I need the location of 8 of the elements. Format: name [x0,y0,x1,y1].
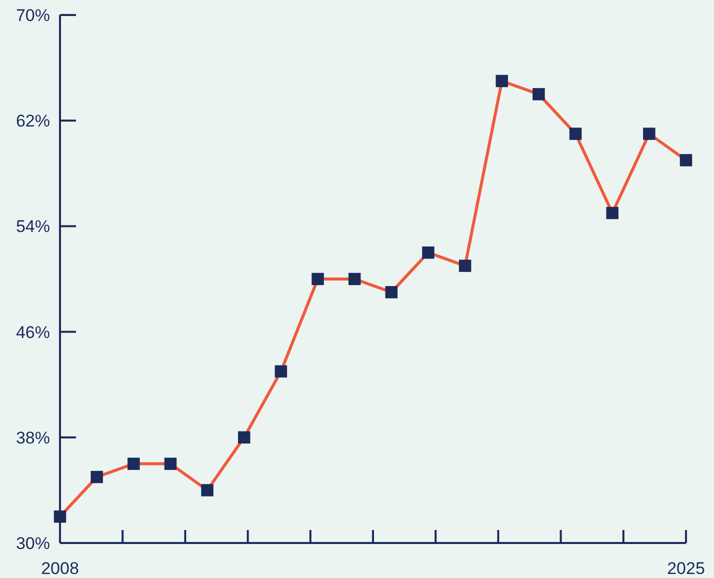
x-tick-label: 2008 [41,559,79,578]
x-tick-label: 2025 [667,559,705,578]
y-tick-label: 62% [16,112,50,131]
y-tick-label: 54% [16,217,50,236]
y-tick-label: 30% [16,534,50,553]
y-tick-label: 70% [16,6,50,25]
y-tick-label: 46% [16,322,50,342]
y-tick-label: 38% [16,428,50,448]
